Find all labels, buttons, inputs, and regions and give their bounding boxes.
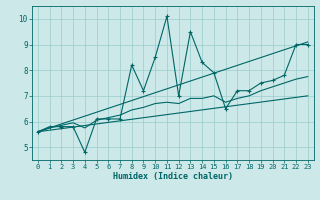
X-axis label: Humidex (Indice chaleur): Humidex (Indice chaleur) bbox=[113, 172, 233, 181]
